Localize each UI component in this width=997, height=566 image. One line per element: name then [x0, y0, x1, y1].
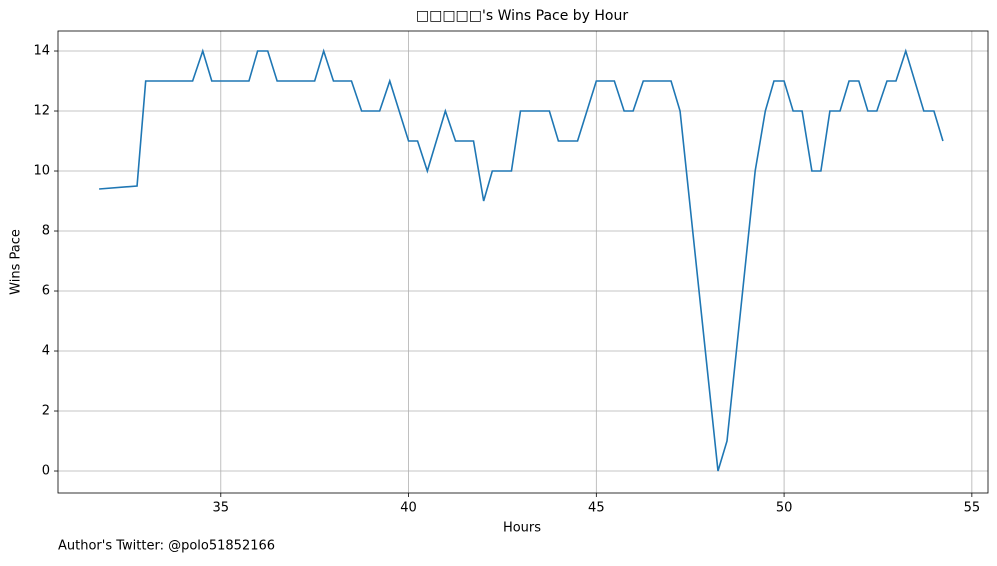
- y-tick-label: 10: [33, 164, 50, 179]
- x-tick-label: 50: [776, 501, 793, 516]
- y-tick-label: 2: [42, 404, 50, 419]
- y-tick-label: 14: [33, 44, 50, 59]
- data-line: [99, 48, 944, 472]
- y-tick-label: 12: [33, 104, 50, 119]
- x-tick-label: 35: [213, 501, 230, 516]
- chart-title: □□□□□'s Wins Pace by Hour: [416, 8, 629, 24]
- x-tick-label: 55: [964, 501, 981, 516]
- footer: Author's Twitter: @polo51852166: [58, 539, 275, 554]
- y-tick-label: 4: [42, 344, 50, 359]
- x-tick-label: 45: [588, 501, 605, 516]
- y-tick-label: 0: [42, 464, 50, 479]
- y-tick-label: 8: [42, 224, 50, 239]
- x-tick-label: 40: [400, 501, 417, 516]
- y-tick-label: 6: [42, 284, 50, 299]
- x-axis-label: Hours: [503, 521, 541, 536]
- plot-frame: [57, 30, 989, 494]
- y-axis-label: Wins Pace: [9, 229, 24, 295]
